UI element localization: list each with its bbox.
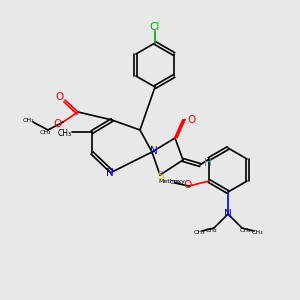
Text: Methoxy: Methoxy [158,179,185,184]
Text: CH₃: CH₃ [22,118,34,122]
Text: Cl: Cl [150,22,160,32]
Text: N: N [106,168,114,178]
Text: CH₂: CH₂ [239,227,251,232]
Text: O: O [56,92,64,102]
Text: CH₂: CH₂ [39,130,51,136]
Text: O: O [184,180,192,190]
Text: O: O [187,115,195,125]
Text: CH₃: CH₃ [169,181,181,185]
Text: H: H [204,158,212,168]
Text: N: N [150,146,158,156]
Text: CH₃: CH₃ [251,230,263,236]
Text: CH₂: CH₂ [205,227,217,232]
Text: N: N [224,209,232,219]
Text: S: S [158,171,164,181]
Text: CH₃: CH₃ [193,230,205,236]
Text: O: O [54,119,62,129]
Text: CH₃: CH₃ [58,130,72,139]
